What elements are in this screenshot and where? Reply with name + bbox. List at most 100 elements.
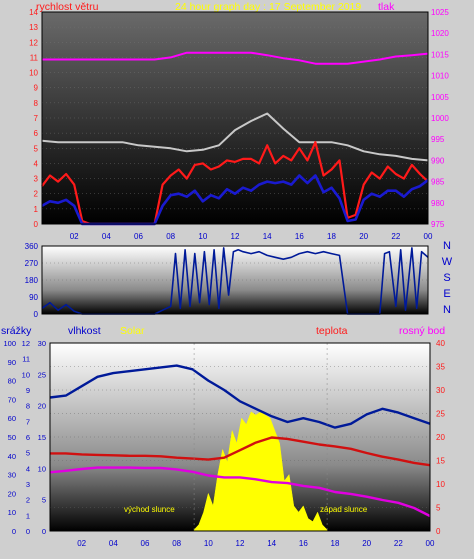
rain-tick-label: 8	[26, 402, 30, 411]
solar-tick-label: 0	[42, 527, 46, 536]
wind-tick-label: 1	[34, 205, 39, 214]
solar-tick-label: 10	[38, 464, 46, 473]
temperature-tick-label: 15	[436, 457, 445, 466]
wind-tick-label: 11	[30, 53, 39, 62]
rain-tick-label: 3	[26, 480, 30, 489]
rain-tick-label: 11	[22, 355, 30, 364]
direction-tick-label: 0	[34, 310, 39, 319]
pressure-line	[42, 51, 429, 65]
pressure-tick-label: 1015	[431, 50, 449, 59]
time-tick-label: 10	[204, 539, 213, 548]
humidity-tick-label: 20	[8, 489, 16, 498]
rain-tick-label: 2	[26, 496, 30, 505]
time-tick-label: 02	[70, 232, 79, 241]
rain-tick-label: 7	[26, 417, 30, 426]
pressure-tick-label: 1025	[431, 8, 449, 17]
time-tick-label: 04	[109, 539, 118, 548]
humidity-tick-label: 10	[8, 508, 16, 517]
humidity-tick-label: 30	[8, 471, 16, 480]
direction-tick-label: 270	[25, 259, 39, 268]
compass-letter: N	[443, 240, 451, 252]
time-tick-label: 10	[198, 232, 207, 241]
wind-tick-label: 7	[34, 114, 39, 123]
pressure-tick-label: 990	[431, 156, 445, 165]
time-tick-label: 00	[426, 539, 435, 548]
solar-tick-label: 15	[38, 433, 46, 442]
rain-tick-label: 1	[26, 511, 30, 520]
humidity-tick-label: 0	[12, 527, 16, 536]
temperature-tick-label: 40	[436, 339, 445, 348]
wind-plot-frame	[41, 11, 429, 225]
direction-plot-frame	[41, 245, 429, 315]
pressure-tick-label: 995	[431, 135, 445, 144]
temperature-line	[50, 436, 431, 467]
compass-letter: E	[443, 288, 450, 300]
time-tick-label: 12	[231, 232, 240, 241]
direction-tick-label: 180	[25, 276, 39, 285]
time-tick-label: 14	[267, 539, 276, 548]
wind-tick-label: 3	[34, 175, 39, 184]
humidity-tick-label: 100	[3, 339, 16, 348]
rain-label: srážky	[1, 325, 32, 337]
rain-tick-label: 9	[26, 386, 30, 395]
time-tick-label: 02	[77, 539, 86, 548]
wind-tick-label: 8	[34, 99, 39, 108]
rain-tick-label: 12	[22, 339, 30, 348]
time-tick-label: 04	[102, 232, 111, 241]
climate-chart: 0102030405060708090100012345678910111205…	[3, 339, 445, 548]
temperature-tick-label: 30	[436, 386, 445, 395]
time-tick-label: 08	[166, 232, 175, 241]
solar-tick-label: 25	[38, 370, 46, 379]
time-tick-label: 16	[295, 232, 304, 241]
time-tick-label: 08	[172, 539, 181, 548]
pressure-tick-label: 980	[431, 199, 445, 208]
wind-tick-label: 14	[29, 8, 38, 17]
time-tick-label: 00	[424, 232, 433, 241]
wind-tick-label: 12	[29, 38, 38, 47]
rain-tick-label: 0	[26, 527, 30, 536]
rain-tick-label: 5	[26, 449, 30, 458]
chart-title: 24 hour graph day : 17 September 2019	[175, 1, 361, 13]
time-tick-label: 14	[263, 232, 272, 241]
pressure-label: tlak	[378, 1, 395, 13]
wind-pressure-chart: 0123456789101112131497598098599099510001…	[29, 8, 449, 241]
humidity-tick-label: 90	[8, 358, 16, 367]
sunset-label: západ slunce	[320, 505, 368, 514]
dewpoint-label: rosný bod	[399, 325, 445, 337]
climate-plot-frame	[49, 342, 431, 532]
temperature-tick-label: 35	[436, 363, 445, 372]
dewpoint-line	[49, 466, 431, 518]
wind-tick-label: 10	[29, 69, 38, 78]
temperature-tick-label: 10	[436, 480, 445, 489]
compass-letter: W	[442, 256, 453, 268]
rain-tick-label: 4	[26, 464, 30, 473]
sunrise-label: východ slunce	[124, 505, 175, 514]
wind-tick-label: 4	[34, 159, 39, 168]
humidity-tick-label: 50	[8, 433, 16, 442]
wind-tick-label: 0	[34, 220, 39, 229]
wind-tick-label: 6	[34, 129, 39, 138]
pressure-tick-label: 1010	[431, 72, 449, 81]
wind-speed-label: rychlost větru	[36, 1, 99, 13]
time-tick-label: 18	[327, 232, 336, 241]
time-tick-label: 22	[394, 539, 403, 548]
pressure-tick-label: 985	[431, 178, 445, 187]
time-tick-label: 12	[236, 539, 245, 548]
time-tick-label: 06	[134, 232, 143, 241]
rain-tick-label: 6	[26, 433, 30, 442]
wind-tick-label: 2	[34, 190, 39, 199]
humidity-line	[49, 364, 431, 429]
wind-tick-label: 5	[34, 144, 39, 153]
humidity-tick-label: 70	[8, 395, 16, 404]
temperature-tick-label: 20	[436, 433, 445, 442]
compass-letter: N	[443, 304, 451, 316]
humidity-label: vlhkost	[68, 325, 101, 337]
time-tick-label: 18	[331, 539, 340, 548]
humidity-tick-label: 40	[8, 452, 16, 461]
wind-tick-label: 13	[29, 23, 38, 32]
solar-tick-label: 30	[38, 339, 46, 348]
direction-tick-label: 90	[29, 293, 38, 302]
rain-tick-label: 10	[22, 370, 30, 379]
